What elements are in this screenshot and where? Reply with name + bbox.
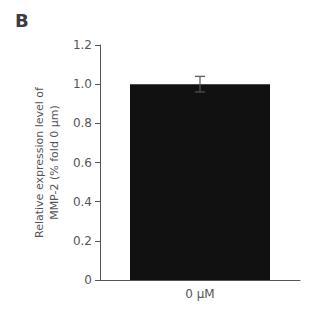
svg-text:0 μM: 0 μM xyxy=(185,287,214,301)
svg-text:B: B xyxy=(15,10,29,31)
svg-text:0.8: 0.8 xyxy=(73,116,92,130)
svg-text:1.2: 1.2 xyxy=(73,38,92,52)
svg-text:0.6: 0.6 xyxy=(73,156,92,170)
svg-text:0.2: 0.2 xyxy=(73,234,92,248)
svg-text:0: 0 xyxy=(84,273,92,287)
svg-text:0.4: 0.4 xyxy=(73,195,92,209)
svg-text:Relative expression level of: Relative expression level of xyxy=(33,86,46,238)
svg-text:MMP-2 (% fold 0 μm): MMP-2 (% fold 0 μm) xyxy=(48,105,61,220)
svg-text:1.0: 1.0 xyxy=(73,77,92,91)
